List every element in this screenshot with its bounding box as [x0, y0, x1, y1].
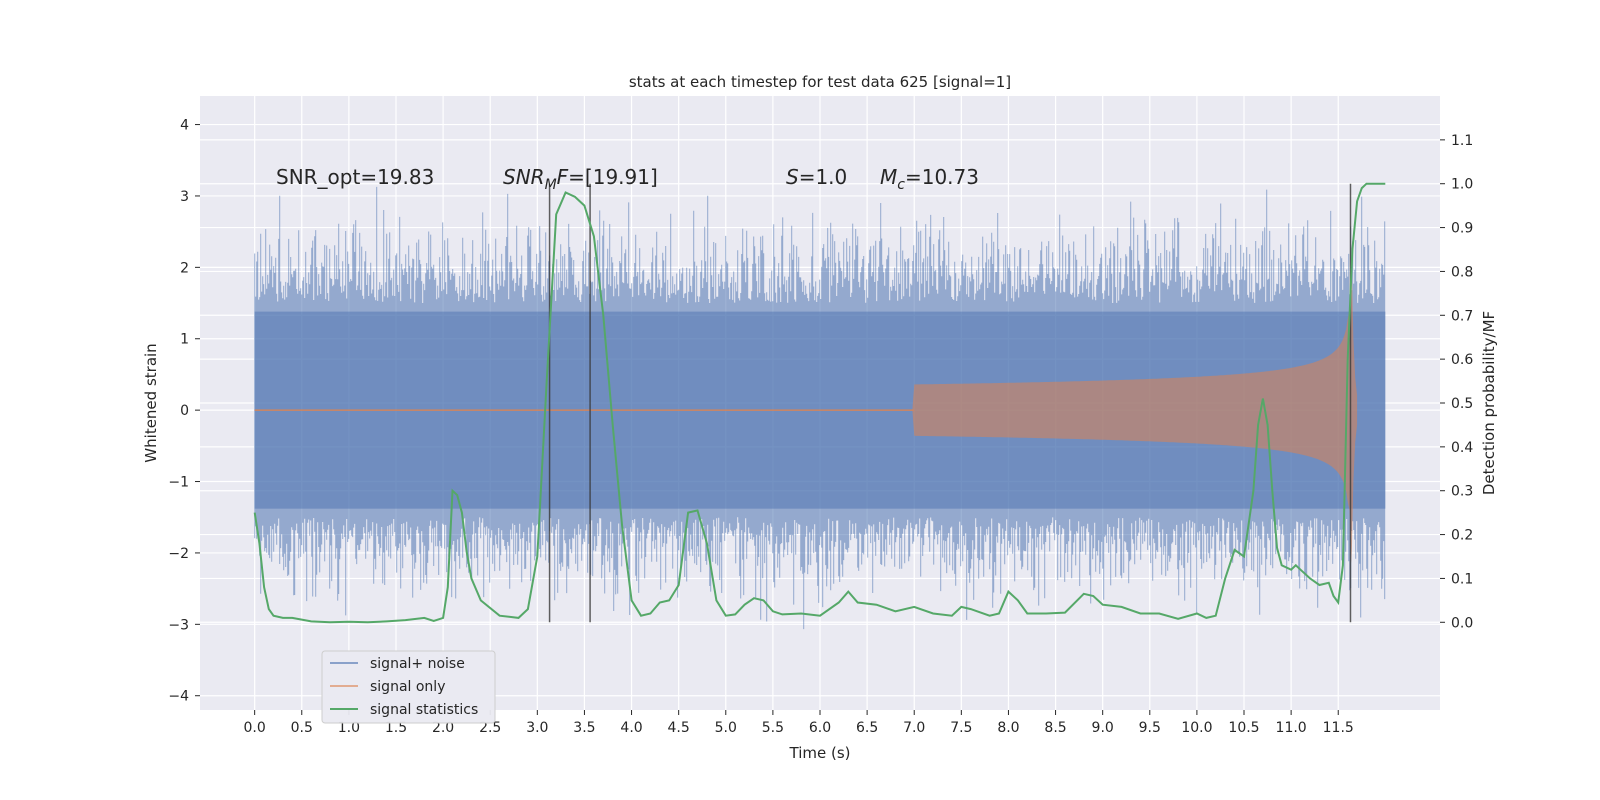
- signal-statistics-series: [253, 182, 1386, 624]
- annotation-snr-mf: SNRMF=[19.91]: [503, 165, 658, 193]
- x-tick-label: 10.5: [1228, 720, 1259, 736]
- x-tick-label: 11.5: [1323, 720, 1354, 736]
- x-tick-label: 0.0: [244, 720, 266, 736]
- legend-label-stats: signal statistics: [370, 702, 478, 718]
- y2-tick-label: 0.8: [1451, 264, 1473, 280]
- y2-tick-label: 0.0: [1451, 615, 1473, 631]
- x-tick-label: 1.0: [338, 720, 360, 736]
- x-tick-label: 1.5: [385, 720, 407, 736]
- y-tick-label: 0: [180, 403, 189, 419]
- y2-tick-label: 0.6: [1451, 352, 1473, 368]
- y-tick-label: 4: [180, 118, 189, 134]
- legend-label-noise: signal+ noise: [370, 656, 465, 672]
- x-tick-label: 8.0: [997, 720, 1019, 736]
- x-tick-label: 7.5: [950, 720, 972, 736]
- y-tick-label: −4: [168, 689, 189, 705]
- y-axis-label: Whitened strain: [142, 343, 160, 462]
- y2-tick-label: 0.5: [1451, 396, 1473, 412]
- legend: signal+ noise signal only signal statist…: [321, 650, 496, 724]
- x-tick-label: 2.5: [479, 720, 501, 736]
- stats-line: [253, 182, 1386, 624]
- x-tick-label: 4.0: [620, 720, 642, 736]
- x-tick-label: 5.0: [715, 720, 737, 736]
- x-tick-label: 9.0: [1092, 720, 1114, 736]
- chart-title: stats at each timestep for test data 625…: [629, 73, 1011, 91]
- y-tick-label: −3: [168, 617, 189, 633]
- x-tick-label: 8.5: [1044, 720, 1066, 736]
- y2-tick-label: 0.9: [1451, 221, 1473, 237]
- y2-tick-label: 1.1: [1451, 133, 1473, 149]
- y-tick-label: −1: [168, 475, 189, 491]
- y2-tick-label: 0.3: [1451, 484, 1473, 500]
- y2-axis-label: Detection probability/MF: [1480, 311, 1498, 495]
- legend-box: [321, 650, 496, 724]
- y-tick-label: 3: [180, 189, 189, 205]
- y-tick-label: 2: [180, 260, 189, 276]
- x-tick-label: 5.5: [762, 720, 784, 736]
- y-tick-label: −2: [168, 546, 189, 562]
- x-axis-ticks: 0.0 0.5 1.0 1.5 2.0 2.5 3.0 3.5 4.0 4.5 5.0 5.5 6.0 6…: [244, 710, 1354, 736]
- x-tick-label: 2.0: [432, 720, 454, 736]
- y2-axis-ticks: 0.0 0.1 0.2 0.3 0.4 0.5 0.6 0.7 0.8 0.9 1.0 1.1: [1440, 133, 1473, 631]
- x-tick-label: 10.0: [1181, 720, 1212, 736]
- y2-tick-label: 1.0: [1451, 177, 1473, 193]
- signal-only-series: [254, 256, 1358, 564]
- x-tick-label: 6.5: [856, 720, 878, 736]
- x-tick-label: 3.0: [526, 720, 548, 736]
- annotation-s: S=1.0: [786, 165, 847, 189]
- vertical-markers: [548, 183, 1352, 623]
- y-axis-ticks: −4 −3 −2 −1 0 1 2 3 4: [168, 118, 200, 705]
- legend-label-signal: signal only: [370, 679, 445, 695]
- x-tick-label: 7.0: [903, 720, 925, 736]
- x-tick-label: 6.0: [809, 720, 831, 736]
- x-tick-label: 0.5: [291, 720, 313, 736]
- y-tick-label: 1: [180, 332, 189, 348]
- y2-tick-label: 0.4: [1451, 440, 1473, 456]
- y2-tick-label: 0.7: [1451, 308, 1473, 324]
- x-tick-label: 4.5: [668, 720, 690, 736]
- annotation-mc: Mc=10.73: [880, 165, 979, 193]
- x-tick-label: 11.0: [1276, 720, 1307, 736]
- x-tick-label: 9.5: [1139, 720, 1161, 736]
- x-tick-label: 3.5: [573, 720, 595, 736]
- x-axis-label: Time (s): [789, 744, 851, 762]
- y2-tick-label: 0.1: [1451, 571, 1473, 587]
- annotation-snr-opt: SNR_opt=19.83: [276, 165, 434, 189]
- y2-tick-label: 0.2: [1451, 528, 1473, 544]
